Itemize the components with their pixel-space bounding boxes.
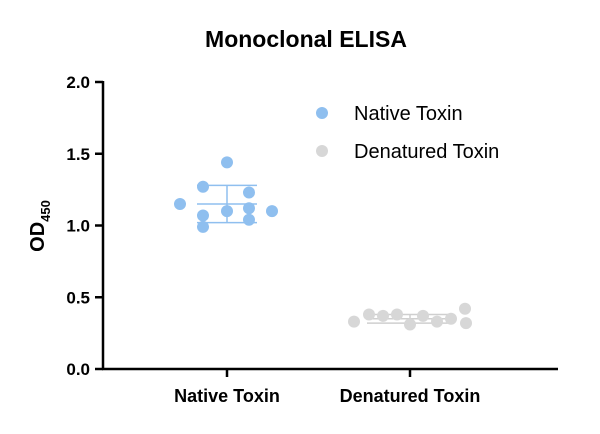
data-point xyxy=(417,309,429,322)
y-tick-label: 2.0 xyxy=(66,73,90,92)
error-bars xyxy=(197,184,453,324)
data-point xyxy=(243,213,255,226)
legend: Native Toxin Denatured Toxin xyxy=(316,103,499,163)
data-point xyxy=(197,220,209,233)
x-categories: Native Toxin Denatured Toxin xyxy=(174,369,480,406)
data-point xyxy=(391,308,403,321)
data-point xyxy=(348,315,360,328)
y-tick-label: 0.5 xyxy=(66,288,90,307)
data-point xyxy=(243,186,255,199)
legend-marker xyxy=(316,107,328,119)
data-point xyxy=(197,180,209,193)
x-category-label: Denatured Toxin xyxy=(340,386,481,406)
legend-label: Native Toxin xyxy=(354,103,463,125)
data-point xyxy=(431,315,443,328)
data-points xyxy=(174,156,472,331)
data-point xyxy=(197,209,209,222)
data-point xyxy=(221,156,233,169)
legend-label: Denatured Toxin xyxy=(354,141,499,163)
y-axis-label-main: OD xyxy=(27,222,49,252)
data-point xyxy=(445,312,457,325)
legend-marker xyxy=(316,145,328,157)
y-axis-label-subscript: 450 xyxy=(38,200,53,222)
data-point xyxy=(266,205,278,218)
data-point xyxy=(174,197,186,210)
data-point xyxy=(221,205,233,218)
y-tick-label: 0.0 xyxy=(66,360,90,379)
data-point xyxy=(377,309,389,322)
y-tick-label: 1.5 xyxy=(66,145,90,164)
data-point xyxy=(363,308,375,321)
chart-title: Monoclonal ELISA xyxy=(205,26,407,52)
y-tick-label: 1.0 xyxy=(66,217,90,236)
svg-text:OD450: OD450 xyxy=(27,200,53,252)
data-point xyxy=(460,317,472,330)
y-ticks: 0.0 0.5 1.0 1.5 2.0 xyxy=(66,73,103,379)
y-axis-label: OD450 xyxy=(27,200,53,252)
data-point xyxy=(404,318,416,331)
data-point xyxy=(243,202,255,215)
data-point xyxy=(459,302,471,315)
x-category-label: Native Toxin xyxy=(174,386,280,406)
